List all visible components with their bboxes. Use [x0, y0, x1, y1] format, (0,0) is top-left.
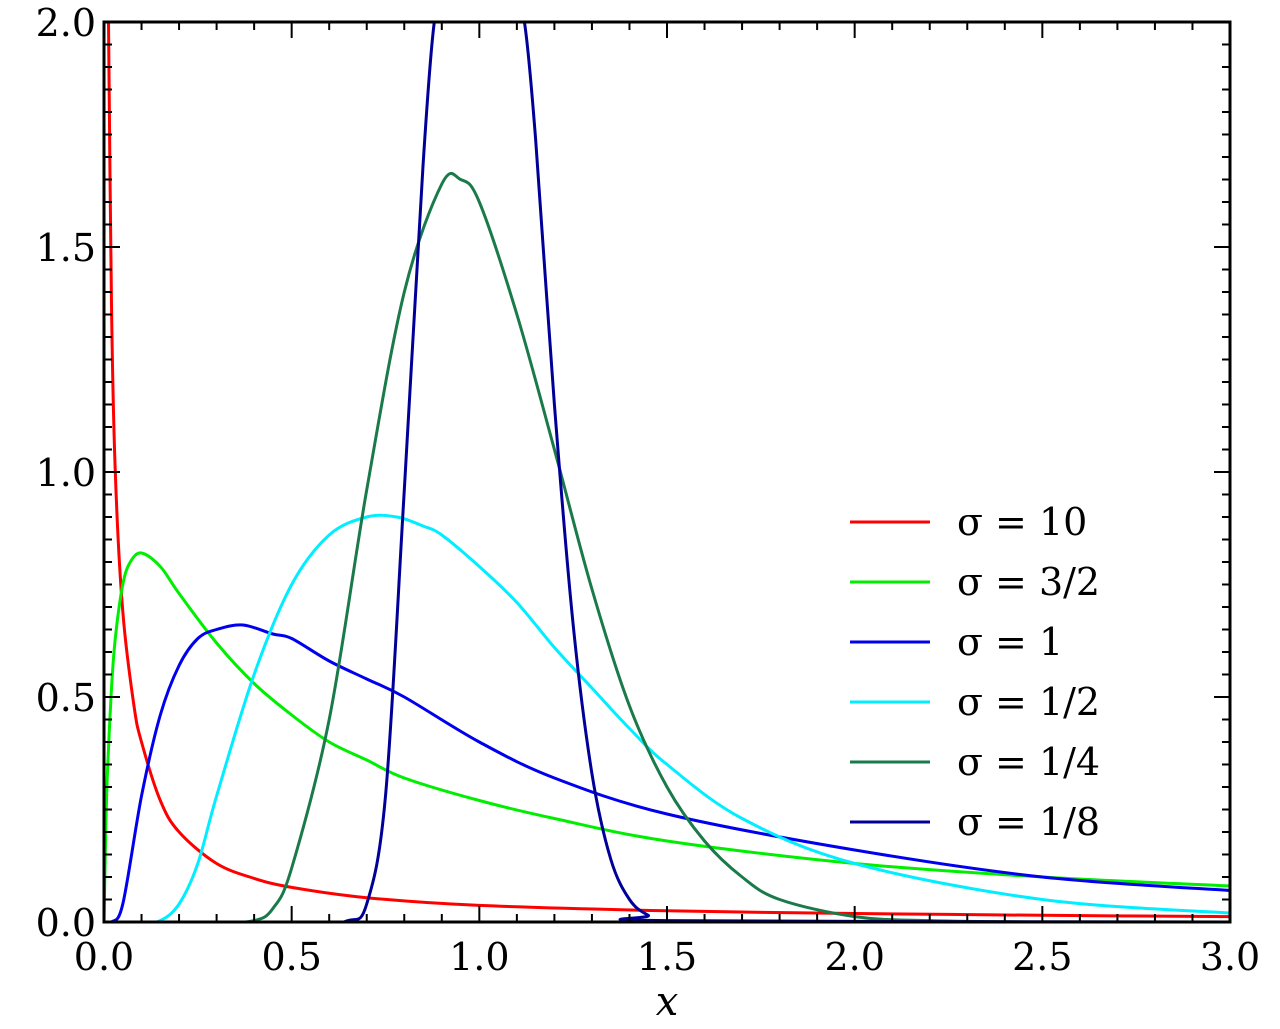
legend-item: σ = 3/2 — [850, 560, 1100, 604]
y-tick-label: 2.0 — [36, 1, 96, 45]
y-tick-label: 1.5 — [36, 226, 96, 270]
series-lines — [104, 22, 1230, 922]
x-tick-label: 3.0 — [1200, 935, 1260, 979]
tick-labels: 0.0 0.5 1.0 1.5 2.0 2.5 3.0 0.0 0.5 1.0 1.5 2.0 — [36, 1, 1261, 979]
y-tick-label: 0.0 — [36, 901, 96, 945]
legend-label: σ = 1/4 — [957, 740, 1100, 784]
y-tick-label: 0.5 — [36, 676, 96, 720]
legend-label: σ = 1/2 — [957, 680, 1100, 724]
legend-item: σ = 1/4 — [850, 740, 1100, 784]
y-tick-label: 1.0 — [36, 451, 96, 495]
series-line-2 — [104, 551, 1230, 922]
x-tick-label: 0.0 — [74, 935, 134, 979]
plot-frame — [102, 20, 1232, 924]
legend-item: σ = 1 — [850, 620, 1063, 664]
series-line-6 — [104, 22, 1230, 922]
legend-label: σ = 1 — [957, 620, 1063, 664]
x-tick-label: 1.0 — [449, 935, 509, 979]
x-tick-label: 0.5 — [261, 935, 321, 979]
legend-item: σ = 1/8 — [850, 800, 1100, 844]
series-line-5 — [104, 172, 1230, 922]
legend-label: σ = 10 — [957, 500, 1087, 544]
x-tick-label: 1.5 — [637, 935, 697, 979]
legend-label: σ = 1/8 — [957, 800, 1100, 844]
legend-item: σ = 1/2 — [850, 680, 1100, 724]
legend: σ = 10 σ = 3/2 σ = 1 σ = 1/2 σ = 1/4 σ = 1/8 — [850, 500, 1100, 844]
x-axis-title: x — [656, 979, 679, 1025]
legend-label: σ = 3/2 — [957, 560, 1100, 604]
x-tick-label: 2.0 — [824, 935, 884, 979]
series-line-3 — [104, 623, 1230, 922]
series-line-4 — [104, 513, 1230, 922]
legend-item: σ = 10 — [850, 500, 1087, 544]
x-tick-label: 2.5 — [1012, 935, 1072, 979]
